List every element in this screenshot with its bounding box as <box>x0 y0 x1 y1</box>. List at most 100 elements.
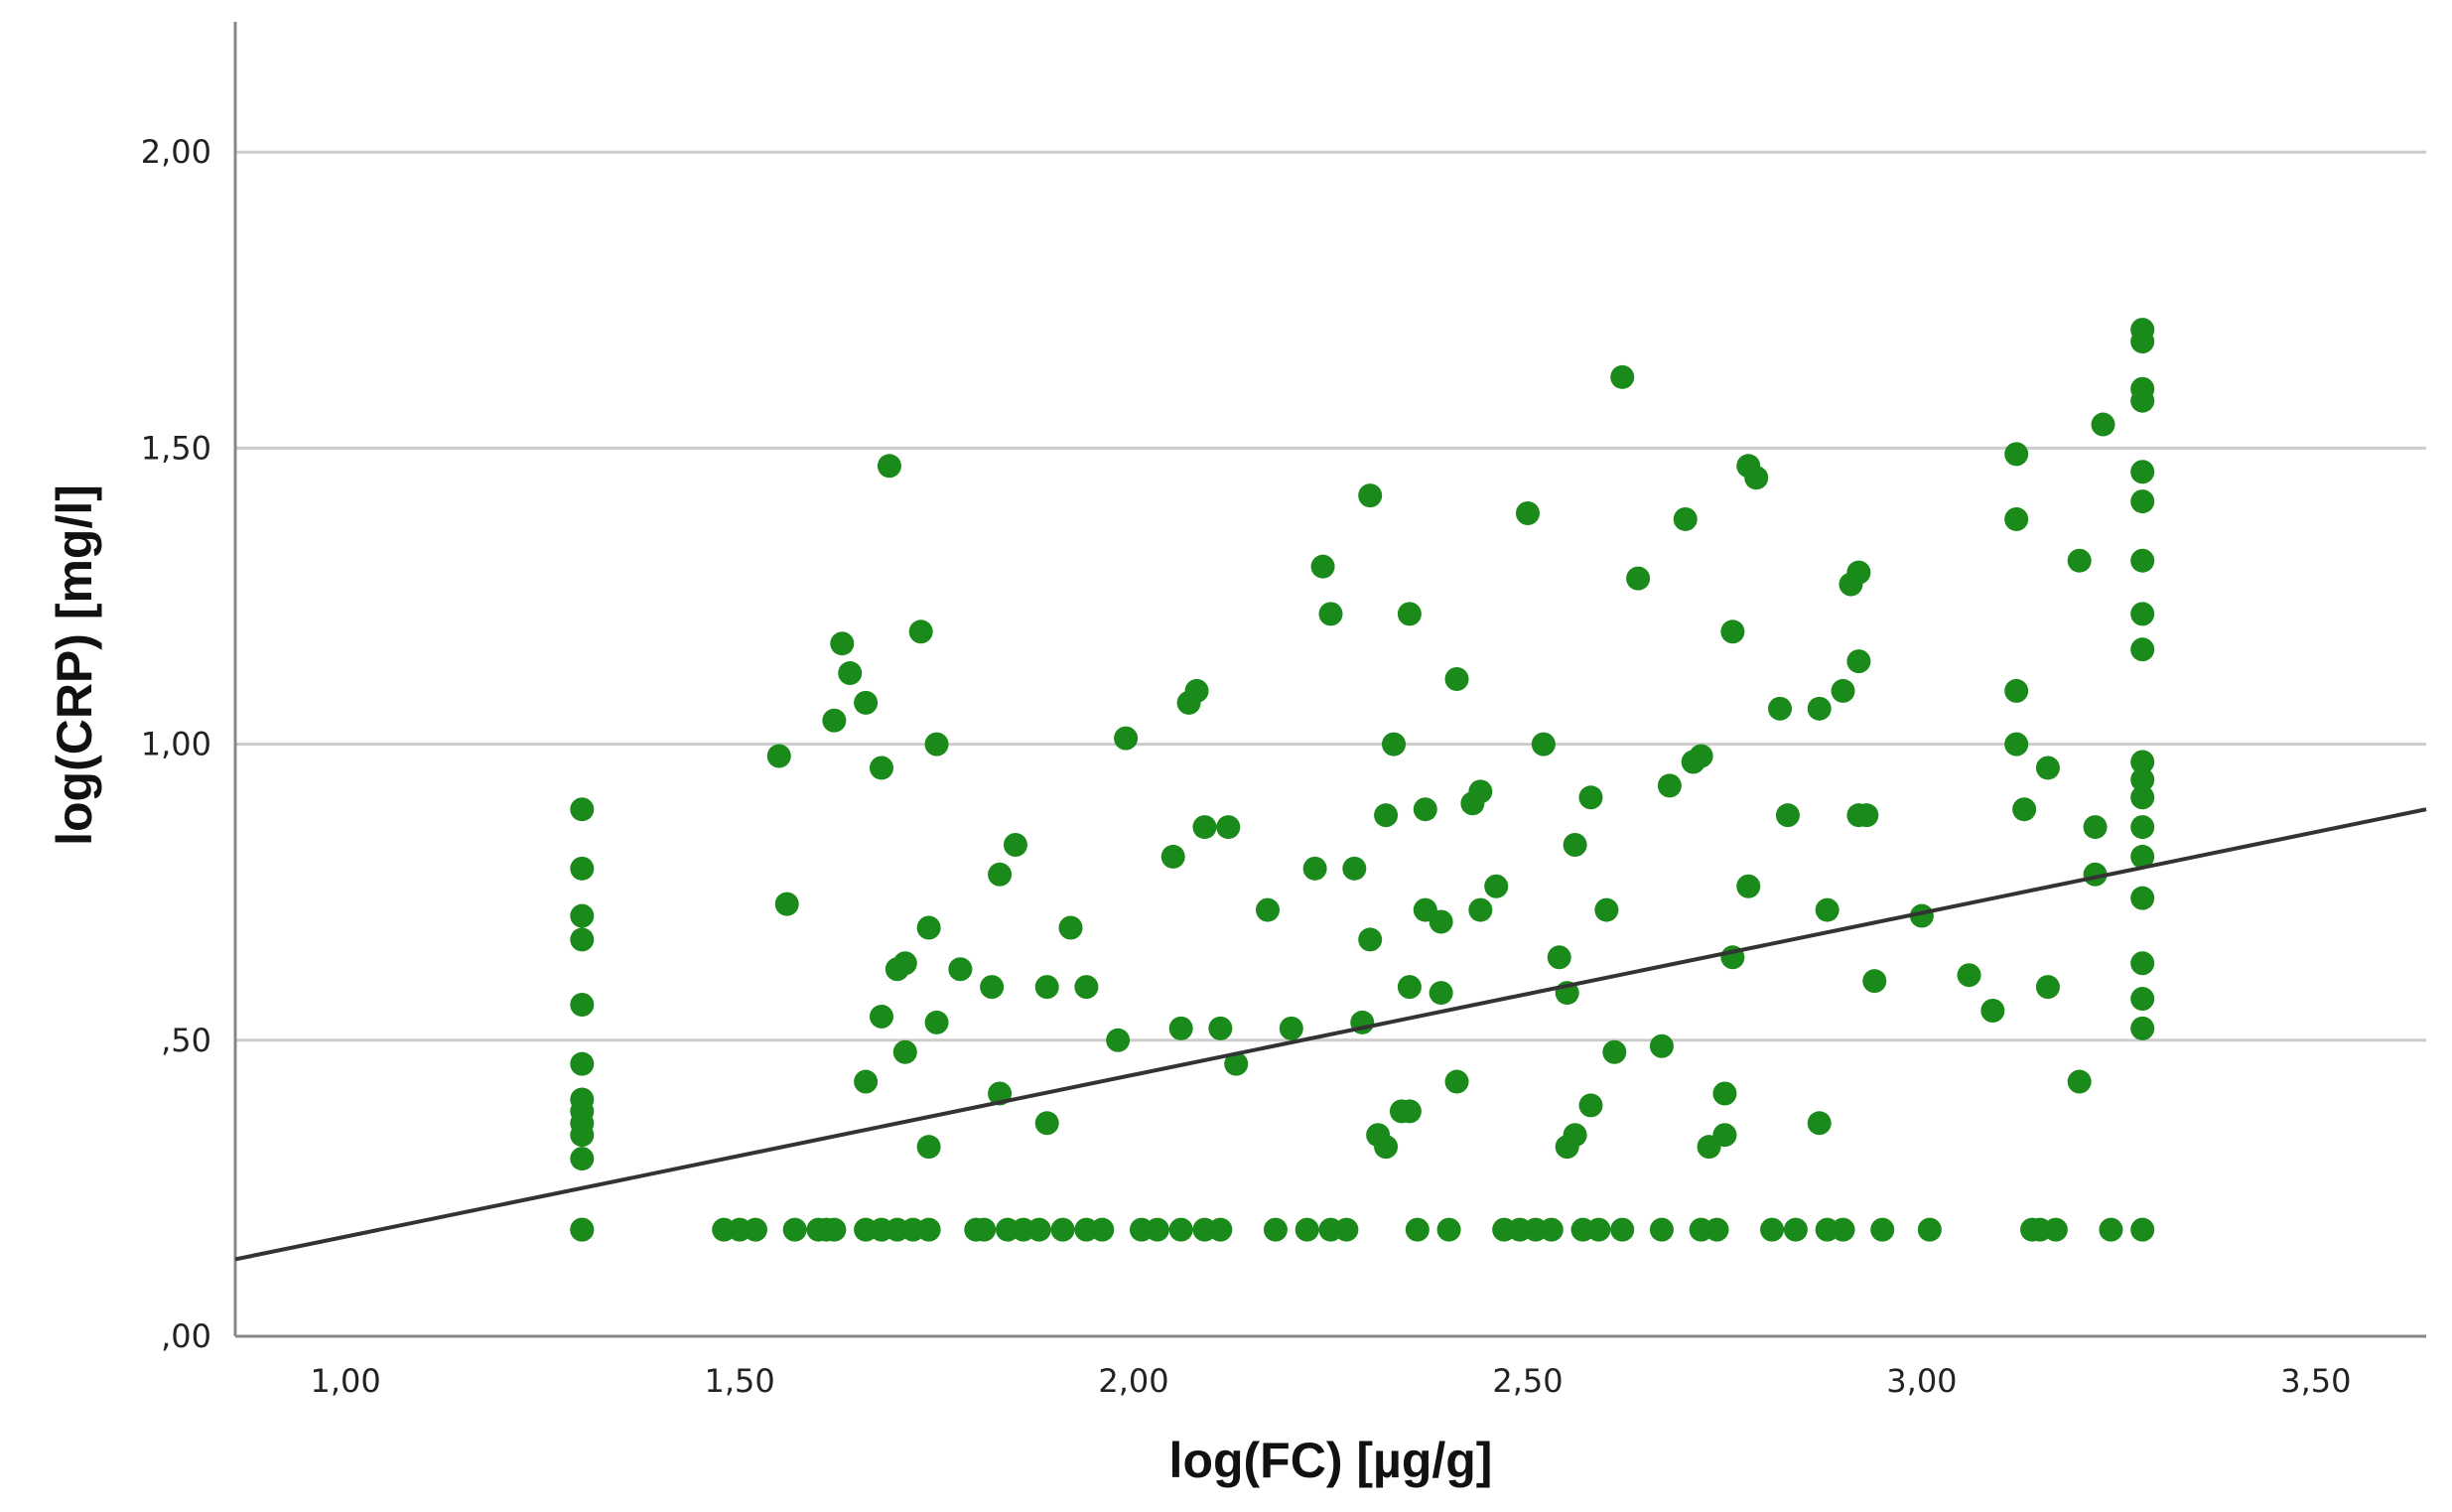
data-point <box>2130 767 2155 792</box>
data-point <box>830 631 855 656</box>
data-point <box>869 1004 893 1029</box>
data-point <box>1815 897 1839 922</box>
data-point <box>1649 1033 1674 1058</box>
data-point <box>1168 1217 1193 1242</box>
data-point <box>1160 844 1185 869</box>
data-point <box>972 1217 997 1242</box>
data-point <box>1831 1217 1855 1242</box>
fit-line-group <box>234 807 2427 1262</box>
data-point <box>854 1069 879 1094</box>
data-point <box>1413 797 1437 822</box>
data-point <box>2091 412 2115 437</box>
data-point <box>1563 1123 1587 1148</box>
data-point <box>1358 483 1383 508</box>
data-point <box>1602 1039 1627 1064</box>
data-point <box>2067 1069 2092 1094</box>
data-point <box>2130 844 2155 869</box>
data-point <box>2012 797 2037 822</box>
x-tick-label: 1,00 <box>311 1362 381 1400</box>
data-point <box>1657 773 1682 798</box>
data-point <box>570 1217 595 1242</box>
data-point <box>1405 1217 1430 1242</box>
data-point <box>1444 1069 1469 1094</box>
data-point <box>1255 897 1280 922</box>
data-point <box>2130 460 2155 484</box>
data-point <box>2004 732 2029 756</box>
x-tick-label: 3,50 <box>2280 1362 2351 1400</box>
data-point <box>1168 1016 1193 1040</box>
data-point <box>1090 1217 1115 1242</box>
data-point <box>1468 897 1493 922</box>
data-point <box>1768 696 1793 721</box>
data-point <box>570 1087 595 1112</box>
data-point <box>988 862 1013 887</box>
data-point <box>2130 951 2155 976</box>
data-point <box>1310 554 1335 579</box>
data-point <box>1862 969 1887 994</box>
x-tick-label: 2,50 <box>1492 1362 1563 1400</box>
data-point <box>1342 856 1367 881</box>
data-point <box>1334 1217 1359 1242</box>
data-point <box>1192 815 1217 840</box>
data-point <box>948 957 973 982</box>
data-point <box>1184 678 1209 703</box>
data-point <box>743 1217 767 1242</box>
data-point <box>1531 732 1556 756</box>
y-tick-label: 2,00 <box>141 133 211 171</box>
data-point <box>877 454 901 479</box>
x-tick-label: 1,50 <box>704 1362 774 1400</box>
data-point <box>570 1147 595 1171</box>
data-point <box>1397 602 1422 626</box>
data-point <box>1382 732 1407 756</box>
data-point <box>2035 975 2060 1000</box>
data-point <box>2130 750 2155 774</box>
data-point <box>1704 1217 1729 1242</box>
data-point <box>908 619 933 644</box>
data-point <box>774 892 799 916</box>
data-point <box>1712 1123 1737 1148</box>
data-point <box>1114 726 1139 751</box>
data-point <box>980 975 1005 1000</box>
tick-labels: ,00 ,50 1,00 1,50 2,00 1,00 1,50 2,00 2,50 3,00 3,… <box>141 133 2352 1400</box>
data-point <box>822 1217 847 1242</box>
data-point <box>1807 696 1832 721</box>
data-point <box>1302 856 1327 881</box>
data-point <box>2130 489 2155 514</box>
data-point <box>1673 506 1698 531</box>
data-point <box>1429 981 1453 1006</box>
data-point <box>916 1217 941 1242</box>
data-point <box>570 927 595 952</box>
data-point <box>1846 649 1871 674</box>
data-point <box>782 1217 807 1242</box>
data-point <box>2130 815 2155 840</box>
data-point <box>2067 548 2092 573</box>
data-point <box>1539 1217 1564 1242</box>
data-point <box>1586 1217 1611 1242</box>
data-point <box>1917 1217 1942 1242</box>
data-point <box>1279 1016 1303 1040</box>
data-point <box>1026 1217 1051 1242</box>
data-point <box>1736 874 1761 898</box>
data-point <box>570 856 595 881</box>
data-point <box>1468 779 1493 804</box>
x-tick-label: 2,00 <box>1098 1362 1168 1400</box>
data-point <box>1957 963 1981 988</box>
data-point <box>1318 602 1343 626</box>
data-point <box>1484 874 1509 898</box>
data-point <box>1208 1217 1233 1242</box>
data-point <box>1374 803 1399 828</box>
data-point <box>2035 756 2060 780</box>
data-point <box>1074 975 1099 1000</box>
data-point <box>1034 1111 1059 1136</box>
data-point <box>916 915 941 940</box>
data-point <box>1594 897 1619 922</box>
data-point <box>1783 1217 1808 1242</box>
gridlines <box>235 150 2426 1042</box>
data-point <box>1846 560 1871 585</box>
data-point <box>1397 1099 1422 1124</box>
y-tick-label: 1,50 <box>141 429 211 467</box>
data-point <box>1058 915 1083 940</box>
data-point <box>1578 1093 1603 1118</box>
